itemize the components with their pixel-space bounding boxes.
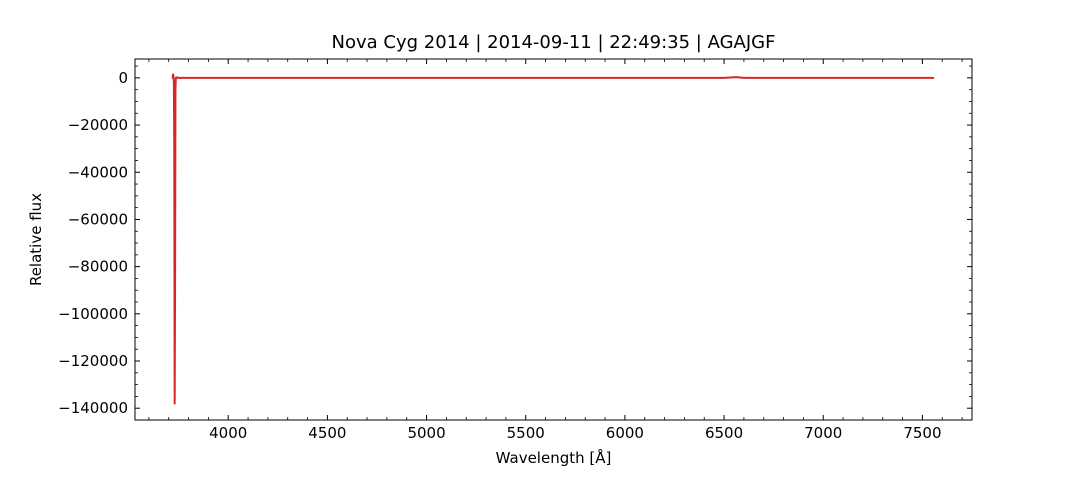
y-axis-label: Relative flux xyxy=(27,193,45,286)
x-tick-label: 4000 xyxy=(209,424,247,442)
x-tick-label: 6000 xyxy=(606,424,644,442)
y-tick-label: −40000 xyxy=(68,163,128,181)
y-tick-label: −140000 xyxy=(58,399,128,417)
x-tick-label: 5500 xyxy=(507,424,545,442)
x-tick-label: 7000 xyxy=(804,424,842,442)
y-tick-label: −80000 xyxy=(68,258,128,276)
y-tick-label: −20000 xyxy=(68,116,128,134)
y-tick-label: −120000 xyxy=(58,352,128,370)
y-tick-label: 0 xyxy=(118,69,128,87)
chart-title: Nova Cyg 2014 | 2014-09-11 | 22:49:35 | … xyxy=(332,32,776,53)
x-tick-label: 6500 xyxy=(705,424,743,442)
spectrum-line-0 xyxy=(171,73,935,405)
y-tick-label: −100000 xyxy=(58,305,128,323)
ticks-layer: 4000 4500 5000 5500 6000 6500 7000 7500 0 −20000 −… xyxy=(58,59,972,442)
x-axis-label: Wavelength [Å] xyxy=(496,448,612,467)
y-tick-label: −60000 xyxy=(68,210,128,228)
x-tick-label: 4500 xyxy=(308,424,346,442)
x-tick-label: 5000 xyxy=(407,424,445,442)
x-tick-label: 7500 xyxy=(903,424,941,442)
plot-frame xyxy=(134,58,973,421)
series-layer xyxy=(171,73,935,405)
